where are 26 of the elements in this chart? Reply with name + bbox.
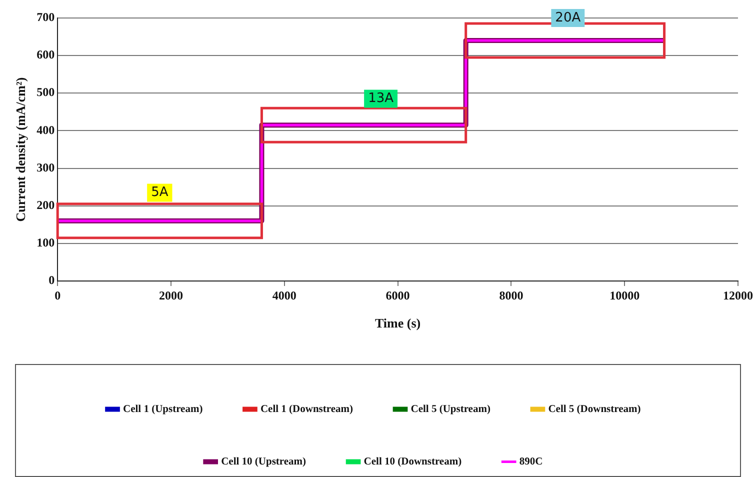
legend-label: Cell 1 (Downstream) [260, 404, 354, 415]
y-tick-label: 300 [36, 160, 55, 174]
x-tick-label: 10000 [610, 288, 640, 302]
y-tick-label: 0 [48, 273, 55, 288]
annotation: 5A [151, 185, 168, 200]
legend-label: 890C [519, 456, 543, 468]
y-tick-label: 700 [36, 10, 55, 24]
y-axis-title: Current density (mA/cm²) [13, 77, 28, 222]
annotation: 13A [368, 91, 394, 106]
legend-label: Cell 5 (Upstream) [410, 404, 491, 415]
x-tick-label: 4000 [272, 288, 296, 302]
x-tick-label: 6000 [386, 288, 410, 302]
legend-label: Cell 1 (Upstream) [123, 404, 204, 415]
x-axis-title: Time (s) [374, 316, 421, 331]
x-tick-label: 8000 [499, 288, 524, 302]
x-tick-label: 2000 [159, 288, 183, 302]
legend-label: Cell 5 (Downstream) [548, 404, 642, 415]
y-tick-label: 500 [36, 85, 55, 100]
y-tick-label: 600 [36, 48, 55, 62]
legend-label: Cell 10 (Upstream) [221, 456, 307, 468]
y-tick-label: 200 [36, 198, 55, 212]
annotation: 20A [555, 10, 581, 26]
x-tick-label: 12000 [723, 288, 753, 302]
y-tick-label: 400 [36, 122, 55, 137]
legend-label: Cell 10 (Downstream) [364, 456, 462, 468]
y-tick-label: 100 [36, 236, 55, 250]
